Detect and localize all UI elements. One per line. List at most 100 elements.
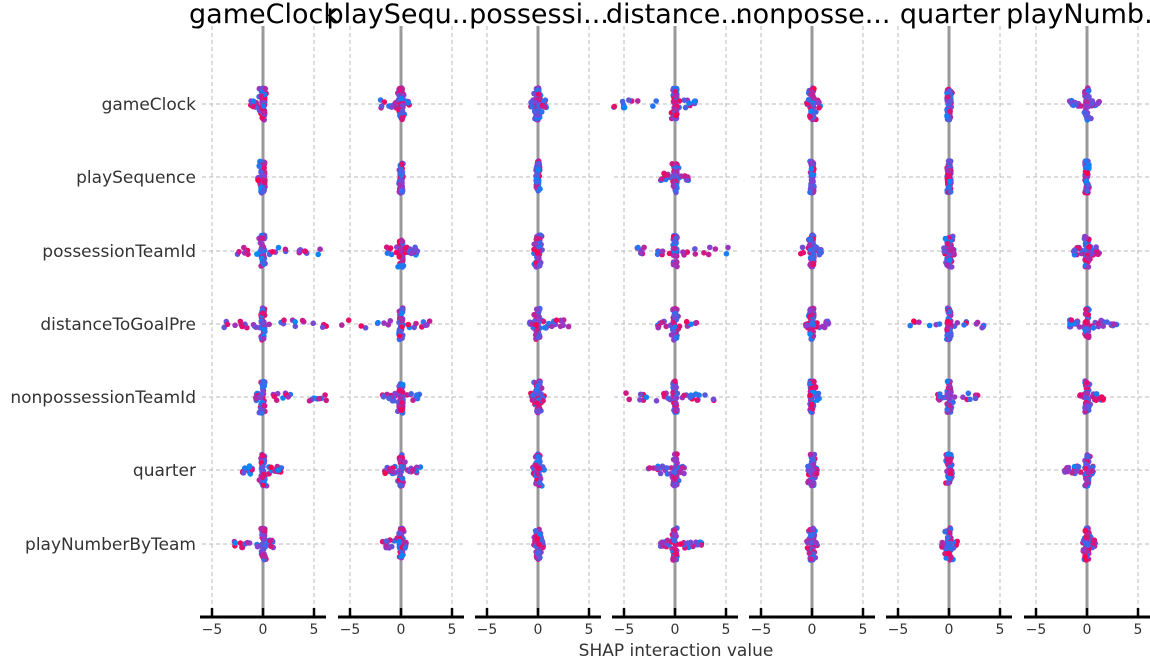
data-point — [672, 235, 679, 242]
data-point — [942, 235, 949, 242]
x-tick-label: −5 — [202, 622, 223, 638]
data-point — [1083, 104, 1090, 110]
data-point — [664, 537, 671, 544]
data-point — [946, 402, 953, 409]
data-point — [396, 332, 403, 339]
data-point — [282, 246, 289, 253]
data-point — [237, 318, 244, 325]
feature-label: playNumberByTeam — [25, 535, 196, 555]
data-point — [246, 464, 253, 470]
data-point — [1084, 326, 1090, 332]
data-point — [236, 248, 242, 255]
data-point — [1084, 187, 1090, 194]
data-point — [960, 394, 966, 401]
data-point — [317, 246, 323, 252]
data-point — [260, 482, 267, 488]
data-point — [808, 401, 815, 408]
data-point — [654, 465, 660, 472]
data-point — [540, 544, 546, 551]
data-point — [684, 249, 691, 255]
data-point — [534, 235, 541, 242]
x-tick-label: −5 — [614, 622, 635, 638]
data-point — [399, 475, 406, 482]
x-tick-label: 5 — [585, 622, 594, 638]
data-point — [638, 249, 644, 256]
data-point — [534, 249, 540, 256]
data-point — [659, 248, 666, 254]
data-point — [674, 390, 681, 397]
data-point — [947, 335, 953, 342]
data-point — [947, 471, 954, 478]
data-point — [261, 179, 268, 186]
data-point — [945, 323, 951, 330]
data-point — [947, 158, 954, 164]
data-point — [1064, 468, 1070, 475]
data-point — [911, 318, 917, 325]
panel-title: nonposse... — [736, 0, 891, 30]
data-point — [626, 97, 632, 103]
data-point — [807, 392, 813, 399]
data-point — [659, 463, 666, 470]
data-point — [413, 320, 419, 327]
data-point — [655, 324, 661, 331]
data-point — [815, 99, 821, 106]
data-point — [399, 389, 406, 395]
data-point — [261, 380, 268, 387]
data-point — [671, 99, 678, 105]
data-point — [812, 384, 819, 391]
data-point — [813, 393, 820, 399]
data-point — [659, 176, 665, 182]
data-point — [281, 317, 287, 324]
data-point — [414, 392, 420, 398]
data-point — [396, 530, 402, 537]
data-point — [692, 251, 699, 257]
data-point — [1089, 100, 1096, 106]
data-point — [810, 462, 816, 468]
data-point — [669, 161, 675, 167]
data-point — [672, 252, 678, 259]
data-point — [947, 98, 953, 104]
data-point — [676, 469, 683, 475]
data-point — [694, 542, 701, 548]
data-point — [402, 459, 408, 465]
data-point — [399, 264, 406, 270]
data-point — [807, 307, 813, 314]
data-point — [807, 331, 813, 337]
data-point — [253, 324, 259, 331]
data-point — [399, 161, 405, 167]
x-tick-label: −5 — [751, 622, 772, 638]
data-point — [814, 397, 820, 403]
data-point — [259, 115, 266, 121]
panel-title: gameClock — [189, 0, 339, 30]
data-point — [946, 530, 953, 536]
data-point — [641, 244, 647, 251]
data-point — [538, 391, 544, 397]
data-point — [537, 379, 543, 386]
data-point — [961, 322, 967, 328]
data-point — [1104, 319, 1110, 325]
data-point — [397, 482, 403, 489]
data-point — [1076, 324, 1083, 330]
data-point — [541, 324, 548, 331]
data-point — [946, 178, 953, 185]
data-point — [529, 103, 535, 110]
data-point — [944, 240, 951, 247]
data-point — [392, 390, 398, 397]
data-point — [682, 173, 688, 179]
data-point — [558, 317, 564, 324]
data-point — [1089, 251, 1095, 257]
data-point — [241, 244, 247, 251]
data-point — [398, 110, 405, 116]
data-point — [674, 406, 680, 413]
data-point — [947, 308, 953, 315]
data-point — [531, 90, 537, 97]
data-point — [673, 400, 679, 407]
x-tick-label: 5 — [448, 622, 457, 638]
panel-title: playNumb... — [1006, 0, 1150, 30]
data-point — [809, 467, 816, 473]
data-point — [701, 250, 707, 256]
data-point — [301, 248, 308, 254]
data-point — [399, 381, 406, 388]
data-point — [671, 323, 678, 330]
data-point — [535, 454, 542, 460]
